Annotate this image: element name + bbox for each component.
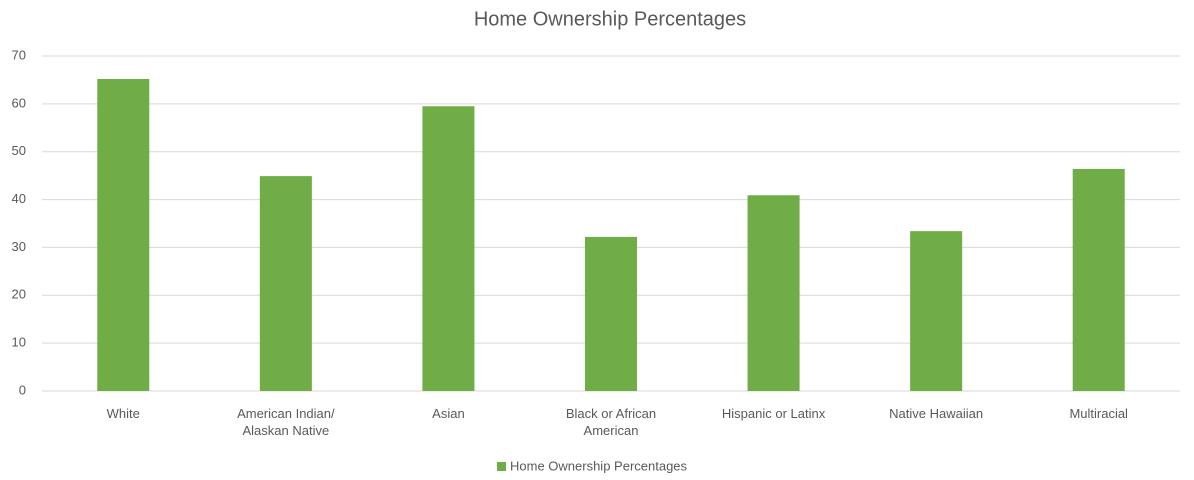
bar — [910, 231, 963, 391]
y-tick-label: 20 — [12, 287, 26, 302]
legend-swatch — [497, 462, 506, 471]
x-tick-label: Asian — [432, 406, 465, 421]
x-tick-label: Black or African American — [565, 406, 657, 438]
bar — [584, 236, 638, 391]
bar — [747, 195, 800, 391]
x-tick-label: American Indian/ Alaskan Native — [237, 406, 335, 438]
bar — [1072, 168, 1125, 391]
y-tick-label: 50 — [12, 143, 26, 158]
bar — [259, 176, 312, 391]
x-tick-label: Native Hawaiian — [889, 406, 984, 421]
bar — [422, 106, 475, 391]
x-tick-label: Hispanic or Latinx — [721, 406, 826, 421]
x-tick-label: White — [106, 406, 140, 421]
y-tick-label: 70 — [12, 47, 26, 62]
y-tick-label: 40 — [12, 191, 26, 206]
legend-label: Home Ownership Percentages — [510, 458, 688, 473]
y-tick-label: 0 — [19, 382, 26, 397]
x-tick-label: Multiracial — [1069, 406, 1128, 421]
y-tick-label: 10 — [12, 335, 26, 350]
bar — [97, 78, 150, 391]
y-tick-label: 60 — [12, 95, 26, 110]
chart-title: Home Ownership Percentages — [474, 8, 746, 30]
y-tick-label: 30 — [12, 239, 26, 254]
